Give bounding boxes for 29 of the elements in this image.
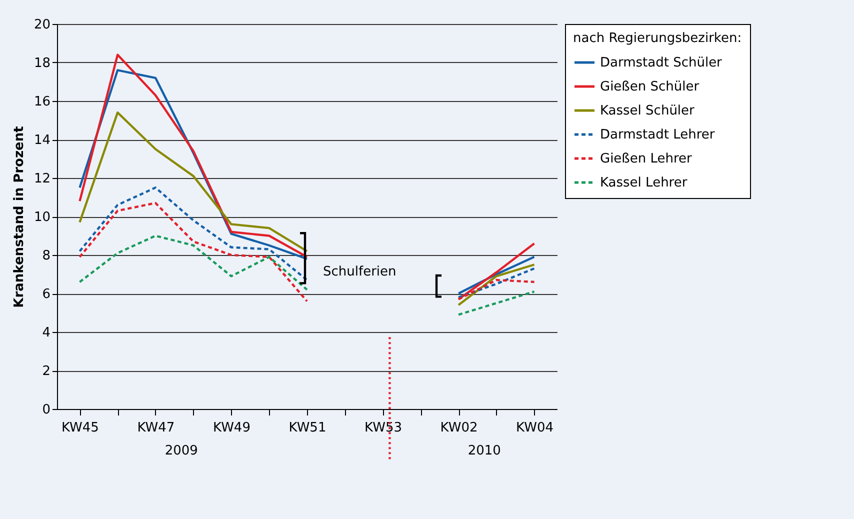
- y-tick-label: 14: [34, 133, 50, 148]
- y-tick-label: 18: [34, 56, 50, 71]
- x-tick-label: KW51: [288, 420, 326, 436]
- x-tick-label: KW02: [440, 420, 478, 436]
- x-tick-label: KW47: [137, 420, 175, 436]
- x-tick-label: KW04: [516, 420, 554, 436]
- legend-label: Kassel Lehrer: [600, 176, 688, 190]
- x-tick-label: KW53: [364, 420, 402, 436]
- y-axis-title: Krankenstand in Prozent: [12, 126, 27, 308]
- annotation: Schulferien: [323, 264, 396, 280]
- legend-label: Kassel Schüler: [600, 104, 696, 118]
- legend-title: nach Regierungsbezirken:: [573, 31, 742, 46]
- y-tick-label: 10: [34, 210, 50, 225]
- x-tick-label: KW45: [61, 420, 99, 436]
- y-tick-label: 0: [42, 402, 50, 418]
- legend-label: Darmstadt Schüler: [600, 56, 723, 70]
- y-tick-label: 16: [34, 94, 50, 110]
- legend-label: Darmstadt Lehrer: [600, 128, 716, 142]
- legend-label: Gießen Lehrer: [600, 152, 693, 166]
- legend-label: Gießen Schüler: [600, 80, 700, 94]
- y-tick-label: 2: [42, 364, 50, 379]
- text: 2009: [164, 444, 198, 459]
- x-tick-label: KW49: [213, 420, 250, 436]
- y-tick-label: 4: [42, 326, 50, 340]
- y-tick-label: 8: [42, 248, 50, 264]
- text: 2010: [468, 444, 501, 459]
- y-tick-label: 12: [34, 172, 50, 186]
- y-tick-label: 6: [42, 287, 50, 302]
- y-tick-label: 20: [34, 18, 50, 32]
